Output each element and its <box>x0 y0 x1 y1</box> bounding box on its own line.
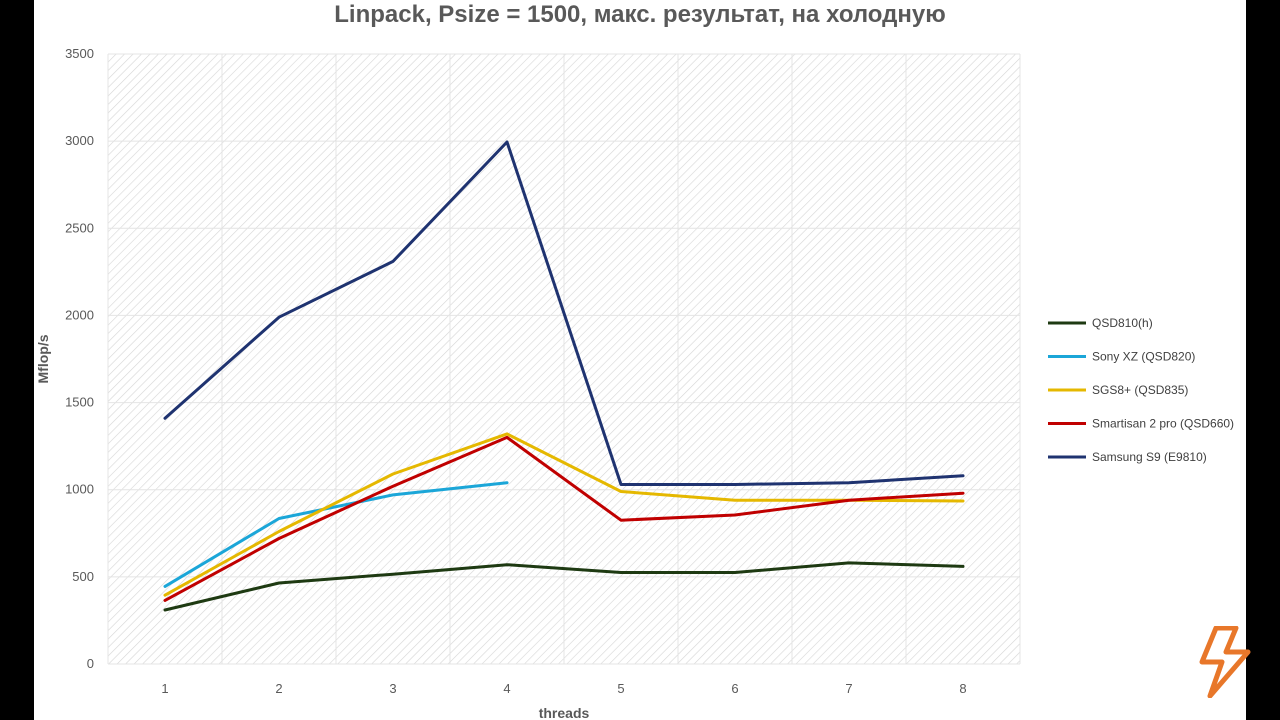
series-line <box>163 435 965 602</box>
chart-title: Linpack, Psize = 1500, макс. результат, … <box>334 1 946 28</box>
x-tick-label: 8 <box>959 681 966 696</box>
series-line <box>163 140 965 486</box>
grid <box>107 53 1021 665</box>
legend-entry: SGS8+ (QSD835) <box>1092 383 1188 397</box>
x-axis-label: threads <box>539 705 590 720</box>
x-tick-label: 3 <box>389 681 396 696</box>
y-tick-label: 3500 <box>65 46 94 61</box>
x-tick-label: 2 <box>275 681 282 696</box>
series-line <box>163 481 509 588</box>
y-tick-label: 1500 <box>65 395 94 410</box>
series-line <box>163 561 965 612</box>
x-tick-label: 6 <box>731 681 738 696</box>
y-tick-label: 500 <box>72 569 94 584</box>
lightning-bolt-icon <box>1199 626 1251 698</box>
y-tick-label: 1000 <box>65 482 94 497</box>
y-tick-label: 2500 <box>65 220 94 235</box>
y-tick-label: 2000 <box>65 307 94 322</box>
y-tick-label: 3000 <box>65 133 94 148</box>
legend: QSD810(h) Sony XZ (QSD820) SGS8+ (QSD835) S… <box>1048 316 1234 464</box>
series-line <box>163 432 965 597</box>
x-tick-label: 4 <box>503 681 510 696</box>
legend-entry: Sony XZ (QSD820) <box>1092 350 1195 364</box>
series-lines <box>163 140 965 612</box>
y-tick-label: 0 <box>87 656 94 671</box>
y-axis-label: Mflop/s <box>35 334 51 383</box>
x-axis: 1 2 3 4 5 6 7 8 <box>161 681 966 696</box>
y-axis: 0 500 1000 1500 2000 2500 3000 3500 <box>65 46 94 671</box>
legend-entry: Samsung S9 (E9810) <box>1092 450 1207 464</box>
legend-entry: QSD810(h) <box>1092 316 1153 330</box>
x-tick-label: 5 <box>617 681 624 696</box>
x-tick-label: 7 <box>845 681 852 696</box>
x-tick-label: 1 <box>161 681 168 696</box>
legend-entry: Smartisan 2 pro (QSD660) <box>1092 417 1234 431</box>
